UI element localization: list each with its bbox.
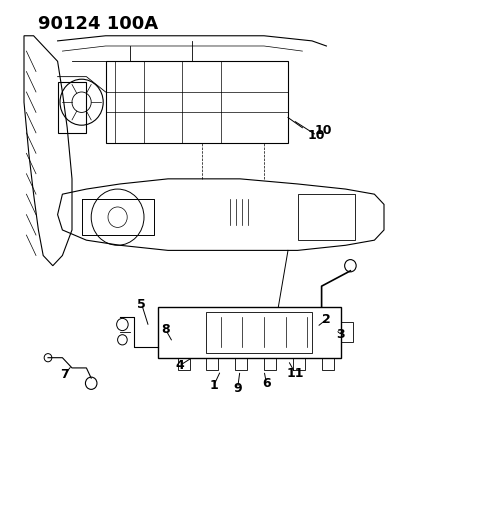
Bar xyxy=(322,358,334,370)
Text: 10: 10 xyxy=(308,129,325,142)
Bar xyxy=(206,312,312,353)
Text: 2: 2 xyxy=(322,313,331,326)
Bar xyxy=(298,194,355,240)
Bar xyxy=(341,322,353,342)
Bar xyxy=(206,358,218,370)
Circle shape xyxy=(345,260,356,272)
Bar xyxy=(293,358,305,370)
Bar xyxy=(178,358,190,370)
Bar xyxy=(58,82,86,133)
Bar xyxy=(235,358,247,370)
Text: 3: 3 xyxy=(336,328,345,341)
Text: 11: 11 xyxy=(287,366,304,380)
Text: 7: 7 xyxy=(60,367,69,381)
Bar xyxy=(264,358,276,370)
Text: 8: 8 xyxy=(161,323,170,336)
Text: 1: 1 xyxy=(209,379,218,392)
Text: 5: 5 xyxy=(137,297,146,311)
Text: 6: 6 xyxy=(262,377,271,390)
Text: 90124 100A: 90124 100A xyxy=(38,15,158,33)
Text: 10: 10 xyxy=(314,124,332,137)
Text: 4: 4 xyxy=(176,359,184,372)
Text: 9: 9 xyxy=(233,382,242,395)
